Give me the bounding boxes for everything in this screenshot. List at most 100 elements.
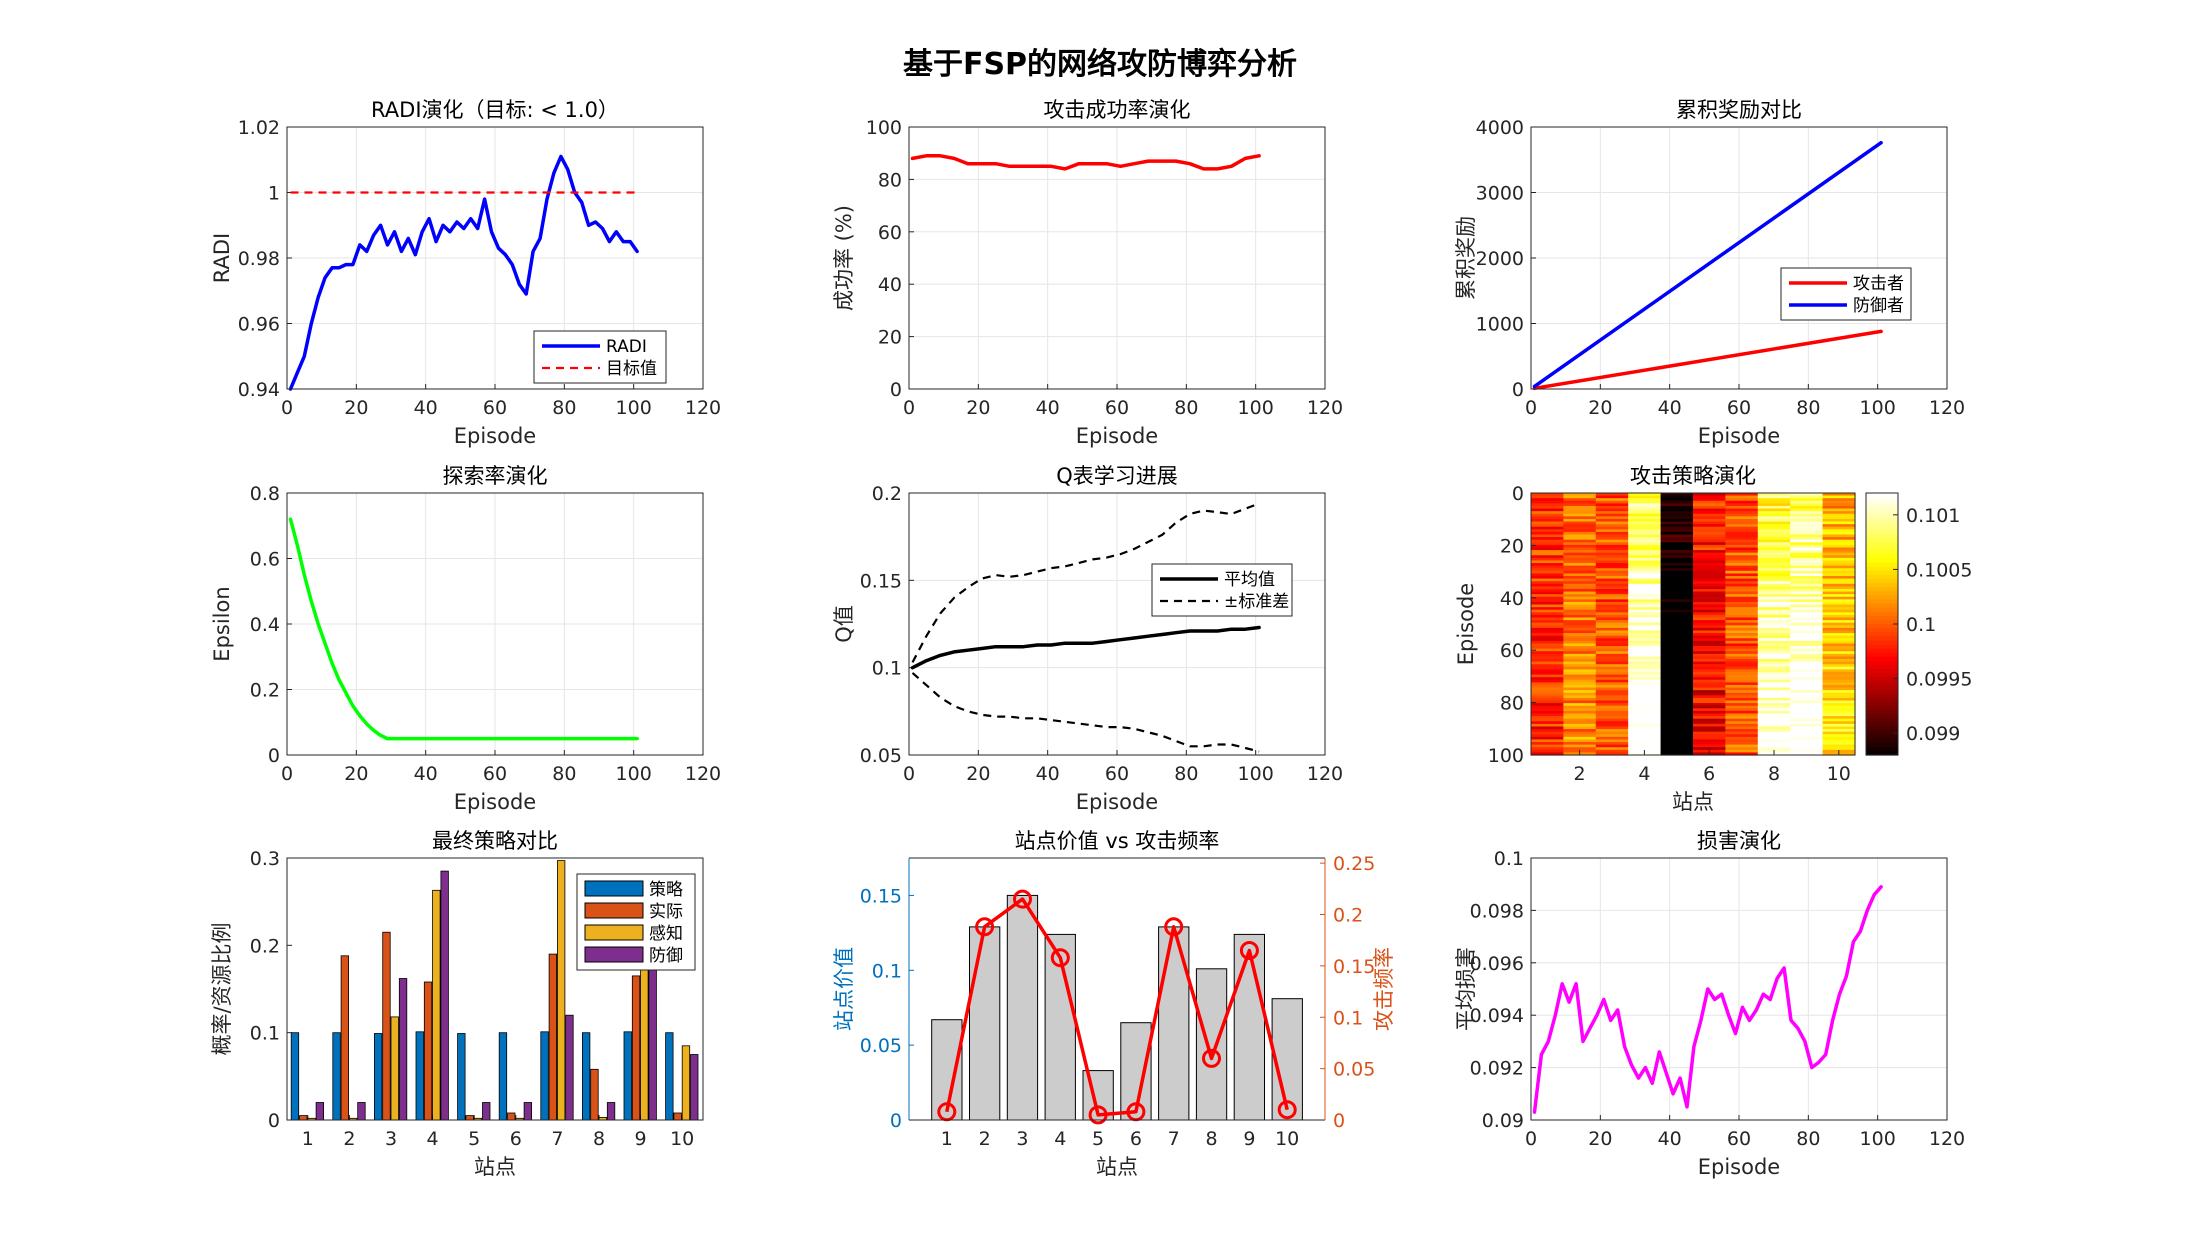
colorbar-tick-label: 0.0995 — [1906, 669, 1972, 691]
heatmap-cell — [1595, 684, 1629, 689]
heatmap-cell — [1693, 498, 1726, 502]
heatmap-cell — [1757, 723, 1791, 728]
heatmap-cell — [1757, 516, 1791, 520]
heatmap-cell — [1757, 534, 1791, 538]
heatmap-cell — [1790, 547, 1824, 551]
heatmap-cell — [1595, 560, 1629, 564]
axes-box — [286, 126, 704, 390]
heatmap-cell — [1790, 591, 1824, 595]
heatmap-cell — [1693, 700, 1726, 704]
heatmap-cell — [1790, 620, 1824, 624]
heatmap-cell — [1725, 505, 1759, 510]
heatmap-cell — [1822, 671, 1856, 676]
heatmap-cell — [1822, 604, 1856, 608]
heatmap-cell — [1725, 568, 1759, 572]
frequency-marker — [1277, 1100, 1297, 1120]
heatmap-cell — [1531, 555, 1564, 559]
y-axis-label: Episode — [1454, 583, 1478, 665]
bar — [398, 978, 408, 1121]
heatmap-cell — [1790, 742, 1824, 746]
x-tick-label: 80 — [1796, 1128, 1820, 1150]
heatmap-cell — [1628, 596, 1662, 600]
heatmap-cell — [1790, 723, 1824, 728]
heatmap-cell — [1660, 555, 1694, 559]
heatmap-cell — [1757, 612, 1791, 616]
heatmap-cell — [1563, 511, 1597, 515]
heatmap-cell — [1790, 749, 1824, 753]
heatmap-cell — [1790, 583, 1824, 587]
chart-heatmap: 攻击策略演化 2 4 6 8 10 站点 0 20 40 60 80 100 Episode 0.099 0.… — [1454, 464, 1972, 814]
colorbar-cell — [1866, 648, 1898, 654]
frequency-marker — [1202, 1048, 1221, 1068]
heatmap-cell — [1822, 544, 1856, 549]
heatmap-cell — [1757, 537, 1791, 541]
bar — [690, 1054, 699, 1121]
heatmap-cell — [1563, 742, 1597, 746]
y-tick-label: 0.8 — [250, 483, 280, 505]
heatmap-cell — [1628, 529, 1662, 533]
heatmap-cell — [1563, 716, 1597, 720]
heatmap-cell — [1757, 710, 1791, 715]
heatmap-cell — [1693, 573, 1726, 577]
heatmap-cell — [1757, 622, 1791, 626]
heatmap-cell — [1790, 568, 1824, 572]
heatmap-cell — [1660, 718, 1694, 722]
heatmap-cell — [1725, 508, 1759, 512]
heatmap-cell — [1757, 557, 1791, 562]
x-tick-label: 80 — [1796, 397, 1820, 419]
heatmap-cell — [1693, 666, 1726, 670]
heatmap-cell — [1563, 664, 1597, 668]
heatmap-cell — [1822, 723, 1856, 728]
heatmap-cell — [1628, 511, 1662, 515]
heatmap-cell — [1725, 516, 1759, 520]
heatmap-cell — [1660, 534, 1694, 538]
x-tick-label: 80 — [1174, 763, 1198, 785]
heatmap-cell — [1595, 612, 1629, 616]
heatmap-cell — [1790, 703, 1824, 707]
colorbar-cell — [1866, 578, 1898, 584]
heatmap-cell — [1628, 518, 1662, 523]
heatmap-cell — [1790, 646, 1824, 650]
heatmap-cell — [1757, 495, 1791, 499]
heatmap-cell — [1725, 542, 1759, 546]
heatmap-cell — [1822, 640, 1856, 645]
legend-label: 攻击者 — [1853, 274, 1904, 294]
heatmap-cell — [1725, 718, 1759, 722]
heatmap-cell — [1660, 700, 1694, 704]
frequency-line — [945, 897, 1289, 1117]
heatmap-cell — [1790, 651, 1824, 655]
heatmap-cell — [1725, 723, 1759, 728]
heatmap-cell — [1563, 599, 1597, 603]
x-tick-label: 4 — [427, 1128, 439, 1150]
heatmap-cell — [1595, 690, 1629, 694]
heatmap-cell — [1757, 617, 1791, 621]
heatmap-cell — [1563, 703, 1597, 707]
y-tick-label: 80 — [878, 169, 902, 191]
heatmap-cell — [1790, 684, 1824, 689]
heatmap-cell — [1563, 708, 1597, 712]
heatmap-cell — [1693, 586, 1726, 590]
heatmap-cell — [1660, 703, 1694, 707]
heatmap-cell — [1563, 563, 1597, 567]
heatmap-cell — [1693, 607, 1726, 611]
x-tick-label: 60 — [1105, 397, 1129, 419]
colorbar-cell — [1866, 660, 1898, 666]
heatmap-cell — [1628, 620, 1662, 624]
heatmap-cell — [1822, 692, 1856, 696]
y2-tick-label: 0.05 — [1333, 1059, 1375, 1081]
heatmap-cell — [1595, 493, 1629, 497]
colorbar-cell — [1866, 517, 1898, 523]
heatmap-cell — [1531, 669, 1564, 673]
heatmap-cell — [1757, 552, 1791, 556]
heatmap-cell — [1595, 630, 1629, 634]
heatmap-cell — [1595, 646, 1629, 650]
heatmap-cell — [1822, 718, 1856, 722]
heatmap-cell — [1628, 713, 1662, 717]
heatmap-cell — [1757, 505, 1791, 510]
heatmap-cell — [1725, 744, 1759, 748]
chart-damage: 损害演化 0 20 40 60 80 100 120 Episode 0.09 0.092 0.094… — [1454, 829, 1965, 1179]
heatmap-cell — [1757, 659, 1791, 663]
heatmap-cell — [1757, 731, 1791, 735]
heatmap-cell — [1757, 682, 1791, 686]
